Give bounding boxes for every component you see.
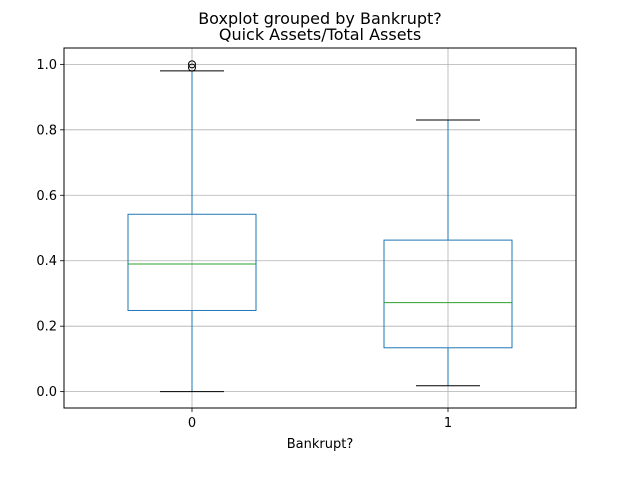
x-axis-label: Bankrupt? (287, 437, 354, 452)
axis-ticks: 0.0 0.2 0.4 0.6 0.8 1.0 0 1 (36, 58, 452, 431)
chart-title: Boxplot grouped by Bankrupt? (198, 9, 442, 28)
y-tick-label: 0.0 (36, 385, 57, 400)
box-iqr (383, 239, 513, 349)
outlier-point (188, 63, 196, 72)
x-tick-label: 0 (188, 416, 196, 431)
box-iqr (127, 213, 257, 311)
chart-subtitle: Quick Assets/Total Assets (219, 25, 421, 44)
y-tick-label: 0.2 (36, 320, 57, 335)
box-group-1 (383, 119, 513, 387)
box-series (127, 60, 513, 393)
y-tick-label: 0.4 (36, 254, 57, 269)
y-tick-label: 1.0 (36, 58, 57, 73)
outlier-point (188, 60, 196, 69)
y-tick-label: 0.6 (36, 189, 57, 204)
x-tick-label: 1 (444, 416, 452, 431)
y-tick-label: 0.8 (36, 123, 57, 138)
grid-lines (64, 48, 576, 408)
box-group-0 (127, 60, 257, 393)
plot-frame (63, 47, 577, 409)
